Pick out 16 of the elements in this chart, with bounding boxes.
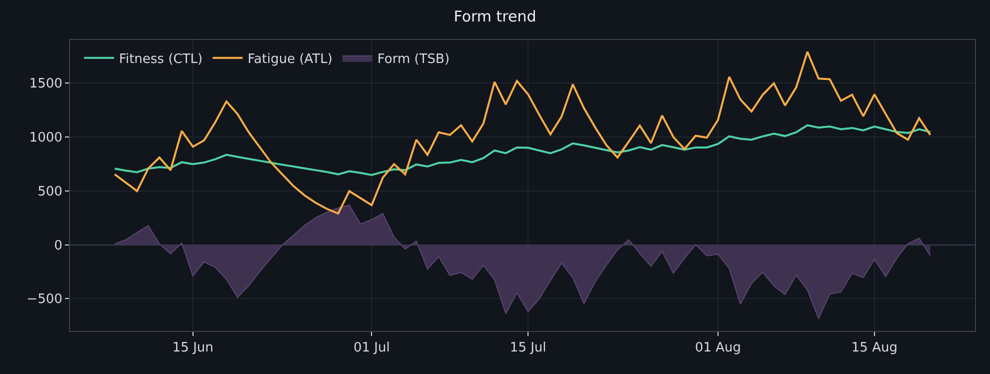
line-series bbox=[114, 124, 932, 176]
legend-label: Fatigue (ATL) bbox=[248, 52, 332, 67]
x-tick-label: 01 Jul bbox=[353, 340, 390, 356]
x-tick-label: 15 Aug bbox=[851, 340, 898, 356]
legend-label: Form (TSB) bbox=[377, 52, 450, 67]
y-tick-label: −500 bbox=[26, 292, 62, 308]
y-tick-label: 500 bbox=[38, 184, 62, 200]
legend-label: Fitness (CTL) bbox=[119, 52, 203, 67]
x-tick-label: 15 Jun bbox=[172, 340, 214, 356]
line-series bbox=[114, 50, 932, 215]
y-tick-label: 0 bbox=[54, 238, 62, 254]
y-tick-label: 1000 bbox=[29, 130, 62, 146]
chart-title: Form trend bbox=[454, 8, 536, 26]
x-tick-label: 15 Jul bbox=[510, 340, 546, 356]
x-tick-label: 01 Aug bbox=[694, 340, 742, 356]
y-tick-label: 1500 bbox=[29, 76, 62, 92]
